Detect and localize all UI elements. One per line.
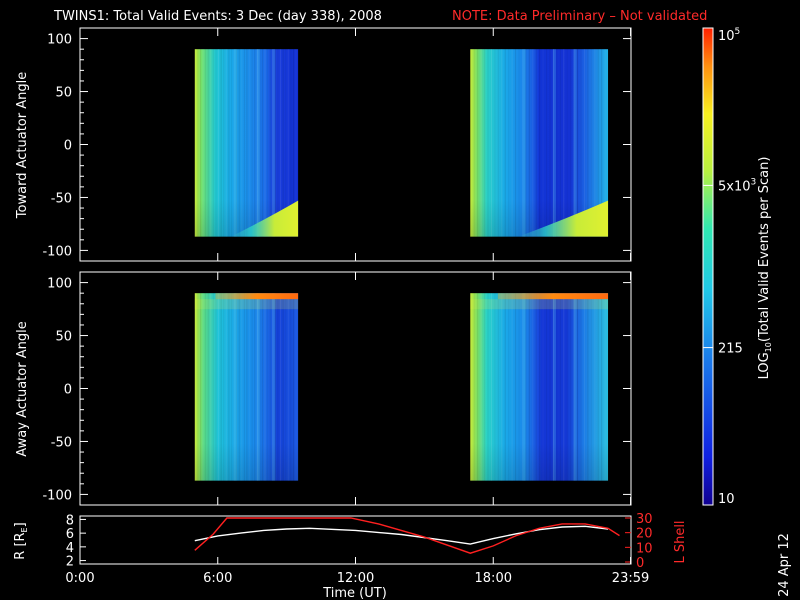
y-tick-label: 100 bbox=[47, 33, 72, 48]
y-tick-label: 50 bbox=[55, 86, 72, 101]
colorbar-tick-exponent: 5 bbox=[735, 27, 741, 37]
scan-block bbox=[194, 293, 299, 481]
toward-heatmap bbox=[194, 49, 609, 237]
colorbar-tick-label: 215 bbox=[718, 342, 743, 357]
colorbar-scale bbox=[702, 27, 714, 506]
scan-top-band bbox=[194, 299, 299, 310]
orbit-lines bbox=[194, 517, 620, 554]
l-shell-series-line bbox=[194, 517, 620, 554]
y-tick-label: 0 bbox=[64, 139, 72, 154]
scan-bottom-glow bbox=[230, 200, 299, 237]
r-tick-label: 8 bbox=[66, 513, 74, 528]
away-panel: 100 50 0 -50 -100 Away Actuator Angle bbox=[15, 271, 632, 506]
colorbar-ticks: 10 215 5x103 105 bbox=[703, 27, 756, 507]
colorbar-tick-label: 10 bbox=[718, 492, 735, 507]
scan-shade bbox=[470, 49, 609, 237]
colorbar: 10 215 5x103 105 LOG10(Total Valid Events p… bbox=[702, 27, 773, 507]
x-tick-label: 18:00 bbox=[475, 571, 512, 586]
scan-shade bbox=[194, 293, 299, 481]
scan-top-glow bbox=[497, 293, 609, 300]
chart-title: TWINS1: Total Valid Events: 3 Dec (day 3… bbox=[53, 9, 382, 24]
scan-shade bbox=[194, 49, 299, 237]
scan-block bbox=[470, 293, 609, 481]
y-tick-label: 50 bbox=[55, 330, 72, 345]
colorbar-label: LOG10(Total Valid Events per Scan) bbox=[757, 157, 773, 380]
scan-top-glow bbox=[215, 293, 299, 300]
l-shell-label: L Shell bbox=[673, 520, 688, 563]
y-tick-label: -50 bbox=[51, 191, 72, 206]
colorbar-tick-label: 5x103 bbox=[718, 177, 756, 194]
l-tick-label: 0 bbox=[636, 556, 644, 571]
y-tick-label: -100 bbox=[42, 488, 72, 503]
x-tick-label: 12:00 bbox=[337, 571, 374, 586]
x-tick-label: 6:00 bbox=[203, 571, 232, 586]
x-tick-label: 0:00 bbox=[65, 571, 94, 586]
r-tick-label: 2 bbox=[66, 555, 74, 570]
toward-panel: 100 50 0 -50 -100 Toward Actuator Angle bbox=[15, 27, 632, 262]
date-stamp: 24 Apr 12 bbox=[777, 533, 792, 597]
preliminary-note: NOTE: Data Preliminary – Not validated bbox=[452, 9, 707, 24]
away-ylabel: Away Actuator Angle bbox=[15, 321, 30, 456]
y-tick-label: -100 bbox=[42, 244, 72, 259]
r-tick-label: 4 bbox=[66, 541, 74, 556]
l-tick-label: 30 bbox=[636, 512, 653, 527]
x-tick-label: 23:59 bbox=[612, 571, 649, 586]
scan-top-band bbox=[470, 299, 609, 310]
r-tick-label: 6 bbox=[66, 527, 74, 542]
colorbar-tick-label: 105 bbox=[718, 27, 740, 44]
toward-y-axis: 100 50 0 -50 -100 bbox=[42, 28, 632, 261]
scan-block bbox=[470, 49, 609, 237]
scan-shade bbox=[470, 293, 609, 481]
y-tick-label: 0 bbox=[64, 383, 72, 398]
r-axis-label: R [RE] bbox=[13, 522, 29, 559]
y-tick-label: -50 bbox=[51, 435, 72, 450]
orbit-panel-frame bbox=[79, 515, 632, 565]
l-tick-label: 10 bbox=[636, 541, 653, 556]
l-tick-label: 20 bbox=[636, 527, 653, 542]
scan-block bbox=[194, 49, 299, 237]
x-axis-label: Time (UT) bbox=[322, 586, 387, 600]
away-y-axis: 100 50 0 -50 -100 bbox=[42, 272, 632, 505]
toward-ylabel: Toward Actuator Angle bbox=[15, 72, 30, 219]
scan-bottom-glow bbox=[518, 200, 609, 237]
y-tick-label: 100 bbox=[47, 277, 72, 292]
colorbar-tick-exponent: 3 bbox=[751, 177, 757, 187]
away-heatmap bbox=[194, 293, 609, 481]
